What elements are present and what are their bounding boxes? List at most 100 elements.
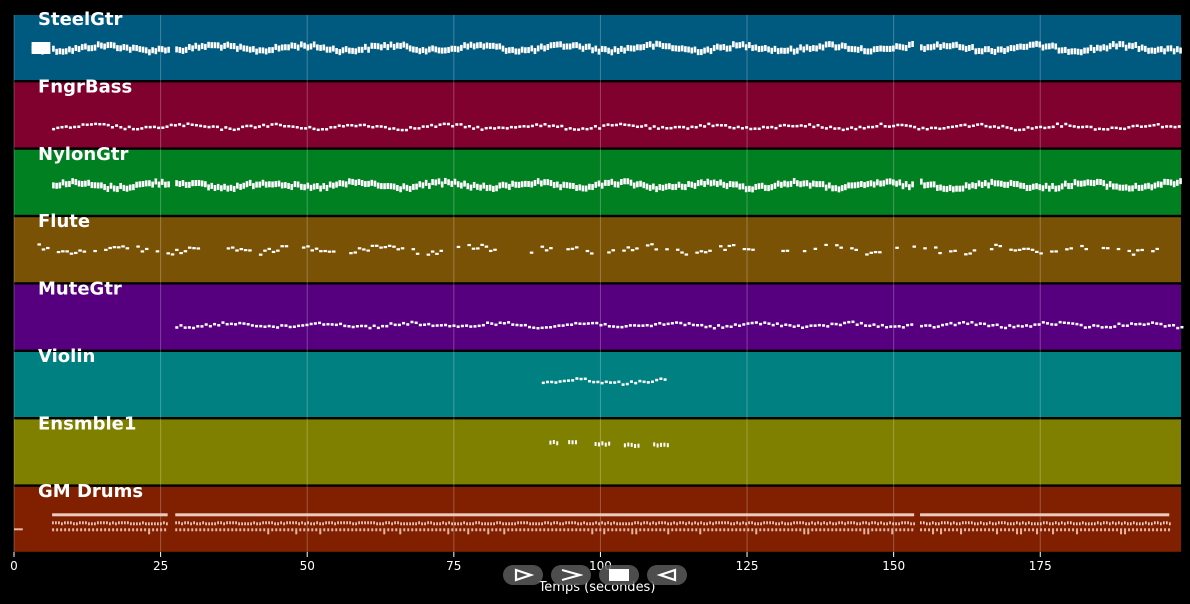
note [760,45,764,52]
note [677,125,681,129]
note [52,521,54,525]
note [245,45,249,52]
note [556,181,559,188]
note [370,42,374,49]
note [408,45,412,52]
note [616,325,620,329]
note [360,324,364,328]
note [481,522,483,526]
note [789,45,793,52]
note [540,180,543,187]
note [358,123,362,127]
note [977,47,981,54]
note [739,522,741,526]
note [958,185,962,192]
note [736,521,738,525]
note [194,180,198,187]
note [1028,528,1031,532]
note [125,44,129,51]
note [572,128,576,131]
note [540,43,543,50]
note [400,247,405,250]
note [467,528,470,535]
note [658,321,662,325]
note [984,124,988,128]
note [1127,249,1132,253]
track-label-steelgtr: SteelGtr [38,9,123,30]
note [528,325,532,329]
note [880,323,884,327]
note [865,521,867,525]
note [265,521,267,525]
note [964,182,968,189]
note [557,324,561,327]
note [68,180,71,187]
note [947,521,949,525]
note [812,125,816,129]
note [988,528,991,532]
note [711,124,715,128]
note [418,521,420,525]
note [520,46,524,53]
note [571,379,575,382]
track-notes-fngrbass [52,122,1181,132]
rewind-button[interactable] [647,565,687,585]
note [456,245,461,249]
note [179,528,182,532]
note [527,528,530,532]
note [642,182,646,189]
note [663,442,666,447]
note [895,246,899,249]
note [649,522,651,526]
note [292,325,296,329]
note [456,181,460,188]
note [599,323,603,327]
note [56,126,60,130]
note [784,522,786,526]
note [184,46,188,53]
note [956,528,959,532]
note [623,528,626,532]
note [545,380,549,384]
note [764,45,767,52]
note [588,43,591,50]
note [300,183,303,190]
note [645,244,650,247]
note [426,253,431,256]
note [344,181,348,188]
note [223,42,226,49]
note [853,46,857,53]
track-notes-violin [541,377,667,386]
play-button[interactable] [503,565,543,585]
note [1133,521,1135,525]
note [223,183,226,190]
note [620,45,623,52]
note [1041,44,1045,51]
note [532,522,534,526]
note [268,521,270,525]
note [786,47,790,54]
note [944,528,947,532]
note [519,324,523,327]
note [891,528,894,535]
note [616,522,618,526]
note [600,182,604,189]
note [453,45,457,52]
note [485,185,489,192]
note [1130,522,1132,526]
note [990,48,994,55]
note [704,325,708,329]
note [559,41,562,48]
note [319,185,322,192]
note [594,45,598,52]
note [396,248,401,251]
note [533,48,537,55]
note [182,124,186,128]
next-button[interactable] [551,565,591,585]
note [291,528,294,532]
note [578,184,582,191]
note [161,126,165,129]
stop-button[interactable] [599,565,639,585]
note [82,521,84,525]
note [676,248,680,251]
